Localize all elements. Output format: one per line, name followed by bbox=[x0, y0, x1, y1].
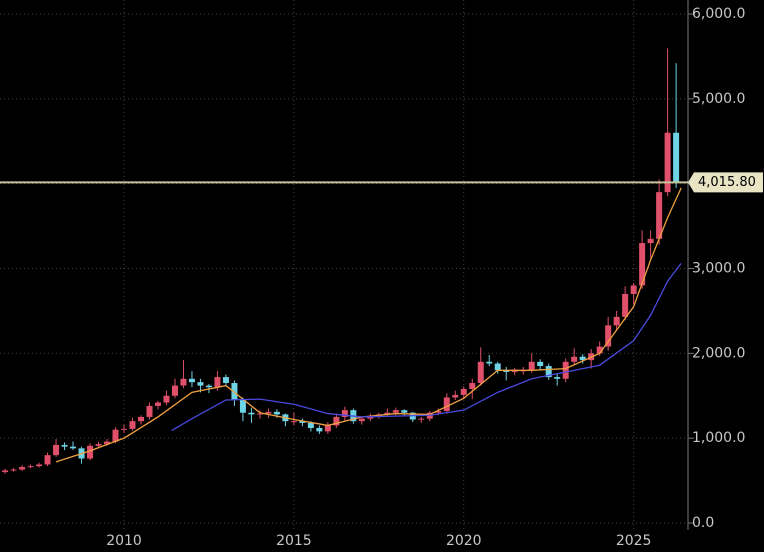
candle-body bbox=[418, 418, 425, 420]
candle-body bbox=[299, 421, 306, 423]
candle-body bbox=[180, 378, 187, 386]
candle-body bbox=[256, 413, 263, 415]
candle-body bbox=[537, 361, 544, 367]
candle-body bbox=[401, 410, 408, 413]
x-tick-label: 2020 bbox=[446, 533, 482, 549]
candle-body bbox=[579, 356, 586, 361]
y-tick-label: 2,000.0 bbox=[692, 345, 745, 361]
candle-body bbox=[316, 427, 323, 432]
candle-body bbox=[452, 394, 459, 398]
candle-body bbox=[163, 395, 170, 403]
moving-average bbox=[55, 187, 682, 463]
candle-body bbox=[528, 361, 535, 371]
candle-body bbox=[307, 422, 314, 428]
candle-body bbox=[205, 385, 212, 388]
price-label-box bbox=[688, 172, 763, 193]
candle-body bbox=[605, 325, 612, 347]
candle-body bbox=[664, 132, 671, 193]
candle-body bbox=[545, 366, 552, 378]
y-tick-label: 1,000.0 bbox=[692, 430, 745, 446]
y-tick-label: 6,000.0 bbox=[692, 6, 745, 22]
candle-body bbox=[231, 383, 238, 400]
candle-body bbox=[435, 411, 442, 413]
candle-body bbox=[554, 377, 561, 379]
candle-body bbox=[494, 363, 501, 371]
candle-body bbox=[571, 356, 578, 362]
candle-body bbox=[95, 444, 102, 446]
y-tick-label: 5,000.0 bbox=[692, 91, 745, 107]
candle-body bbox=[61, 444, 68, 447]
candle-body bbox=[137, 416, 144, 422]
candle-body bbox=[324, 425, 331, 432]
candle-body bbox=[486, 361, 493, 364]
candle-body bbox=[613, 316, 620, 326]
candle-body bbox=[87, 445, 94, 459]
candle-body bbox=[53, 444, 60, 456]
y-tick-label: 3,000.0 bbox=[692, 261, 745, 277]
candle-body bbox=[248, 412, 255, 415]
candle-body bbox=[214, 377, 221, 388]
candle-body bbox=[129, 421, 136, 429]
candle-body bbox=[222, 377, 229, 384]
candle-body bbox=[647, 238, 654, 244]
moving-average bbox=[171, 263, 682, 432]
candle-body bbox=[290, 421, 297, 423]
candle-body bbox=[511, 371, 518, 373]
candle-body bbox=[10, 469, 17, 471]
candle-body bbox=[358, 418, 365, 422]
candle-body bbox=[239, 399, 246, 413]
candle-body bbox=[333, 416, 340, 426]
candle-body bbox=[460, 388, 467, 395]
candle-body bbox=[36, 464, 43, 467]
candle-body bbox=[121, 428, 128, 430]
x-tick-label: 2015 bbox=[276, 533, 312, 549]
candle-body bbox=[673, 132, 680, 183]
candle-body bbox=[443, 397, 450, 412]
candle-body bbox=[341, 410, 348, 417]
candle-body bbox=[265, 411, 272, 414]
candle-body bbox=[622, 293, 629, 317]
candle-body bbox=[384, 412, 391, 415]
candle-body bbox=[27, 466, 34, 468]
candle-body bbox=[197, 382, 204, 386]
candle-body bbox=[392, 410, 399, 413]
candle-body bbox=[154, 402, 161, 406]
candle-body bbox=[273, 411, 280, 415]
candle-body bbox=[104, 441, 111, 445]
candle-body bbox=[656, 192, 663, 239]
candle-body bbox=[2, 470, 9, 473]
candle-body bbox=[44, 455, 51, 465]
x-tick-label: 2010 bbox=[106, 533, 142, 549]
candle-body bbox=[477, 361, 484, 384]
candle-body bbox=[503, 370, 510, 372]
x-tick-label: 2025 bbox=[616, 533, 652, 549]
candle-body bbox=[630, 285, 637, 294]
price-label: 4,015.80 bbox=[698, 175, 756, 190]
candle-body bbox=[19, 467, 26, 470]
candle-body bbox=[188, 378, 195, 383]
candle-body bbox=[562, 361, 569, 379]
candle-body bbox=[112, 429, 119, 442]
candle-body bbox=[171, 385, 178, 396]
candle-body bbox=[146, 405, 153, 417]
candle-body bbox=[596, 346, 603, 354]
candle-body bbox=[70, 446, 77, 449]
candle-body bbox=[639, 243, 646, 286]
candle-body bbox=[469, 383, 476, 389]
y-tick-label: 0.0 bbox=[692, 515, 714, 531]
